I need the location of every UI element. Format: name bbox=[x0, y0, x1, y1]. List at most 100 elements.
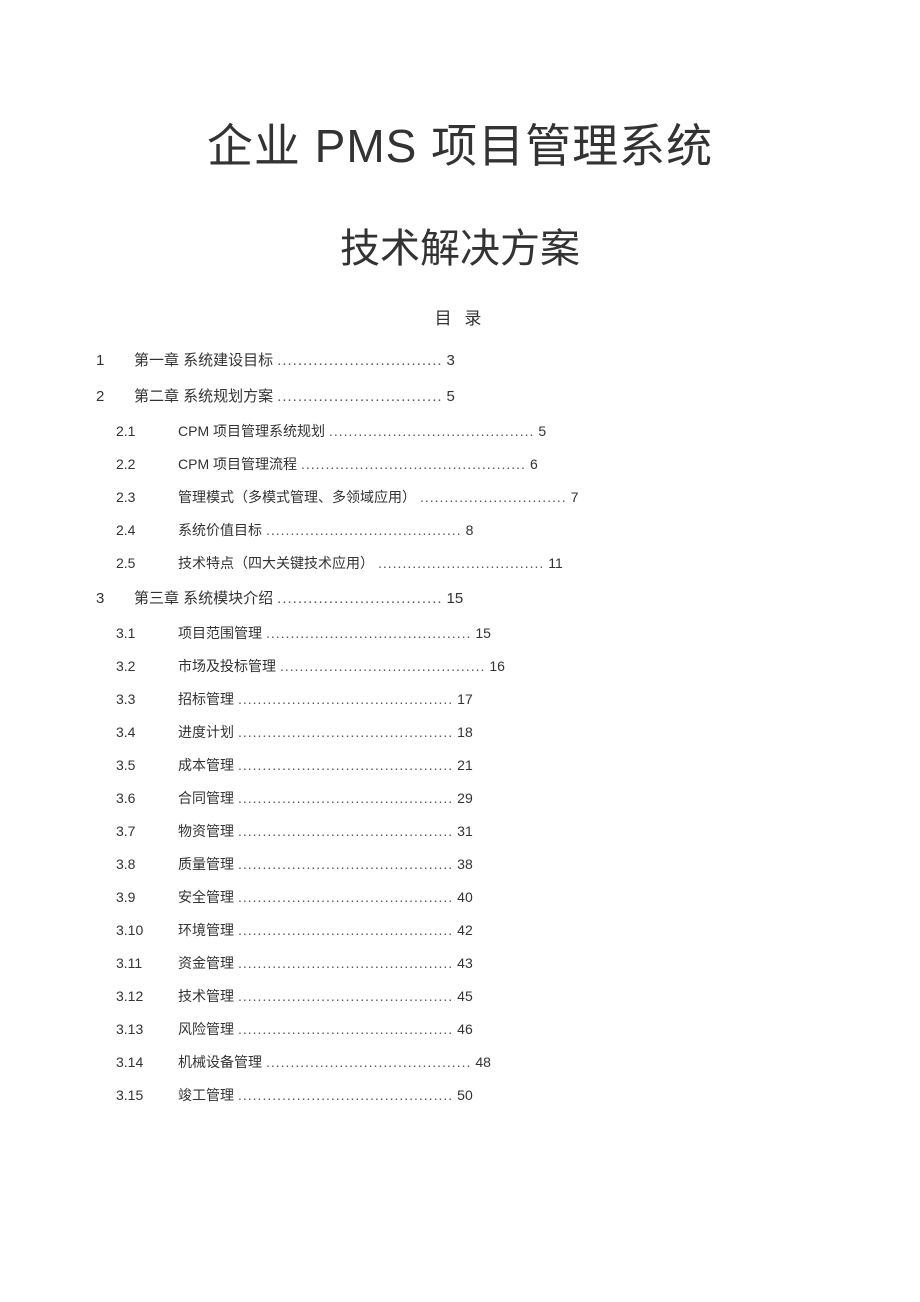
toc-section-number: 3.1 bbox=[116, 625, 178, 641]
toc-page-number: 15 bbox=[447, 590, 464, 607]
toc-section-title: 市场及投标管理 bbox=[178, 656, 276, 676]
toc-section: 3.2市场及投标管理 .............................… bbox=[116, 656, 830, 676]
toc-section-number: 3.7 bbox=[116, 823, 178, 839]
toc-chapter-title: 第三章 系统模块介绍 bbox=[134, 587, 273, 608]
toc-section-number: 3.5 bbox=[116, 757, 178, 773]
toc-section: 3.3招标管理 ................................… bbox=[116, 689, 830, 709]
toc-chapter-number: 3 bbox=[96, 590, 134, 607]
toc-section-title: CPM 项目管理流程 bbox=[178, 454, 297, 474]
toc-leader-dots: ........................................… bbox=[266, 625, 471, 641]
toc-section: 3.14机械设备管理 .............................… bbox=[116, 1052, 830, 1072]
toc-section-number: 3.15 bbox=[116, 1087, 178, 1103]
toc-entry-body: 环境管理 ...................................… bbox=[178, 920, 473, 940]
toc-section-title: CPM 项目管理系统规划 bbox=[178, 421, 325, 441]
toc-chapter-title: 第二章 系统规划方案 bbox=[134, 385, 273, 406]
toc-page-number: 11 bbox=[548, 555, 563, 571]
toc-section-title: 物资管理 bbox=[178, 821, 234, 841]
toc-section-title: 质量管理 bbox=[178, 854, 234, 874]
toc-section: 2.1CPM 项目管理系统规划 ........................… bbox=[116, 421, 830, 441]
toc-section-number: 3.9 bbox=[116, 889, 178, 905]
toc-section-title: 系统价值目标 bbox=[178, 520, 262, 540]
toc-leader-dots: ........................................… bbox=[238, 1087, 453, 1103]
toc-leader-dots: ................................ bbox=[277, 388, 442, 405]
toc-section: 2.2CPM 项目管理流程 ..........................… bbox=[116, 454, 830, 474]
toc-entry-body: 系统价值目标 .................................… bbox=[178, 520, 473, 540]
toc-entry-body: 第二章 系统规划方案 .............................… bbox=[134, 385, 455, 406]
toc-chapter-number: 2 bbox=[96, 388, 134, 405]
toc-section-number: 2.1 bbox=[116, 423, 178, 439]
toc-entry-body: 合同管理 ...................................… bbox=[178, 788, 473, 808]
toc-entry-body: 竣工管理 ...................................… bbox=[178, 1085, 473, 1105]
toc-section: 2.5技术特点（四大关键技术应用） ......................… bbox=[116, 553, 830, 573]
toc-leader-dots: ................................ bbox=[277, 352, 442, 369]
toc-section: 3.15竣工管理 ...............................… bbox=[116, 1085, 830, 1105]
toc-section: 3.4进度计划 ................................… bbox=[116, 722, 830, 742]
toc-entry-body: CPM 项目管理流程 .............................… bbox=[178, 454, 538, 474]
toc-section-title: 成本管理 bbox=[178, 755, 234, 775]
toc-leader-dots: ........................................… bbox=[238, 790, 453, 806]
toc-section-title: 环境管理 bbox=[178, 920, 234, 940]
toc-entry-body: 管理模式（多模式管理、多领域应用） ......................… bbox=[178, 487, 579, 507]
toc-entry-body: 成本管理 ...................................… bbox=[178, 755, 473, 775]
toc-section-number: 3.11 bbox=[116, 955, 178, 971]
toc-section: 2.3管理模式（多模式管理、多领域应用） ...................… bbox=[116, 487, 830, 507]
toc-section-number: 2.2 bbox=[116, 456, 178, 472]
toc-section: 3.8质量管理 ................................… bbox=[116, 854, 830, 874]
main-title-line2: 技术解决方案 bbox=[90, 216, 830, 274]
toc-leader-dots: .............................. bbox=[420, 489, 567, 505]
toc-page-number: 45 bbox=[457, 988, 473, 1004]
toc-section: 3.9安全管理 ................................… bbox=[116, 887, 830, 907]
toc-entry-body: 资金管理 ...................................… bbox=[178, 953, 473, 973]
toc-leader-dots: ........................................… bbox=[266, 1054, 471, 1070]
toc-leader-dots: ........................................… bbox=[238, 724, 453, 740]
toc-section-number: 3.2 bbox=[116, 658, 178, 674]
toc-page-number: 7 bbox=[571, 489, 579, 505]
toc-page-number: 6 bbox=[530, 456, 538, 472]
toc-section: 3.1项目范围管理 ..............................… bbox=[116, 623, 830, 643]
toc-page-number: 50 bbox=[457, 1087, 473, 1103]
table-of-contents: 1第一章 系统建设目标 ............................… bbox=[96, 349, 830, 1105]
toc-page-number: 31 bbox=[457, 823, 473, 839]
toc-leader-dots: ........................................… bbox=[238, 757, 453, 773]
toc-leader-dots: ........................................… bbox=[301, 456, 526, 472]
toc-entry-body: 物资管理 ...................................… bbox=[178, 821, 473, 841]
toc-chapter: 3第三章 系统模块介绍 ............................… bbox=[96, 587, 830, 608]
toc-page-number: 40 bbox=[457, 889, 473, 905]
toc-entry-body: 质量管理 ...................................… bbox=[178, 854, 473, 874]
toc-section-number: 3.13 bbox=[116, 1021, 178, 1037]
toc-leader-dots: ........................................… bbox=[238, 922, 453, 938]
document-page: 企业 PMS 项目管理系统 技术解决方案 目 录 1第一章 系统建设目标 ...… bbox=[0, 0, 920, 1178]
toc-entry-body: 市场及投标管理 ................................… bbox=[178, 656, 505, 676]
toc-entry-body: 第一章 系统建设目标 .............................… bbox=[134, 349, 455, 370]
toc-page-number: 38 bbox=[457, 856, 473, 872]
toc-section: 2.4系统价值目标 ..............................… bbox=[116, 520, 830, 540]
toc-leader-dots: ........................................… bbox=[238, 988, 453, 1004]
toc-page-number: 46 bbox=[457, 1021, 473, 1037]
toc-section-title: 管理模式（多模式管理、多领域应用） bbox=[178, 487, 416, 507]
toc-leader-dots: ........................................… bbox=[238, 955, 453, 971]
toc-entry-body: 技术特点（四大关键技术应用） .........................… bbox=[178, 553, 563, 573]
toc-leader-dots: ........................................… bbox=[238, 856, 453, 872]
toc-leader-dots: ........................................… bbox=[280, 658, 485, 674]
toc-leader-dots: ........................................… bbox=[238, 691, 453, 707]
toc-leader-dots: ........................................… bbox=[238, 889, 453, 905]
toc-section-title: 合同管理 bbox=[178, 788, 234, 808]
toc-section-number: 3.10 bbox=[116, 922, 178, 938]
toc-section-title: 资金管理 bbox=[178, 953, 234, 973]
toc-chapter: 1第一章 系统建设目标 ............................… bbox=[96, 349, 830, 370]
toc-chapter-number: 1 bbox=[96, 352, 134, 369]
toc-page-number: 48 bbox=[475, 1054, 491, 1070]
toc-section-number: 3.4 bbox=[116, 724, 178, 740]
toc-page-number: 5 bbox=[538, 423, 546, 439]
toc-heading: 目 录 bbox=[90, 304, 830, 329]
toc-leader-dots: .................................. bbox=[378, 555, 544, 571]
toc-section: 3.13风险管理 ...............................… bbox=[116, 1019, 830, 1039]
toc-section: 3.10环境管理 ...............................… bbox=[116, 920, 830, 940]
toc-page-number: 29 bbox=[457, 790, 473, 806]
toc-section-number: 2.5 bbox=[116, 555, 178, 571]
toc-chapter-title: 第一章 系统建设目标 bbox=[134, 349, 273, 370]
main-title-line1: 企业 PMS 项目管理系统 bbox=[90, 110, 830, 176]
toc-section-title: 竣工管理 bbox=[178, 1085, 234, 1105]
toc-entry-body: 技术管理 ...................................… bbox=[178, 986, 473, 1006]
toc-entry-body: 进度计划 ...................................… bbox=[178, 722, 473, 742]
